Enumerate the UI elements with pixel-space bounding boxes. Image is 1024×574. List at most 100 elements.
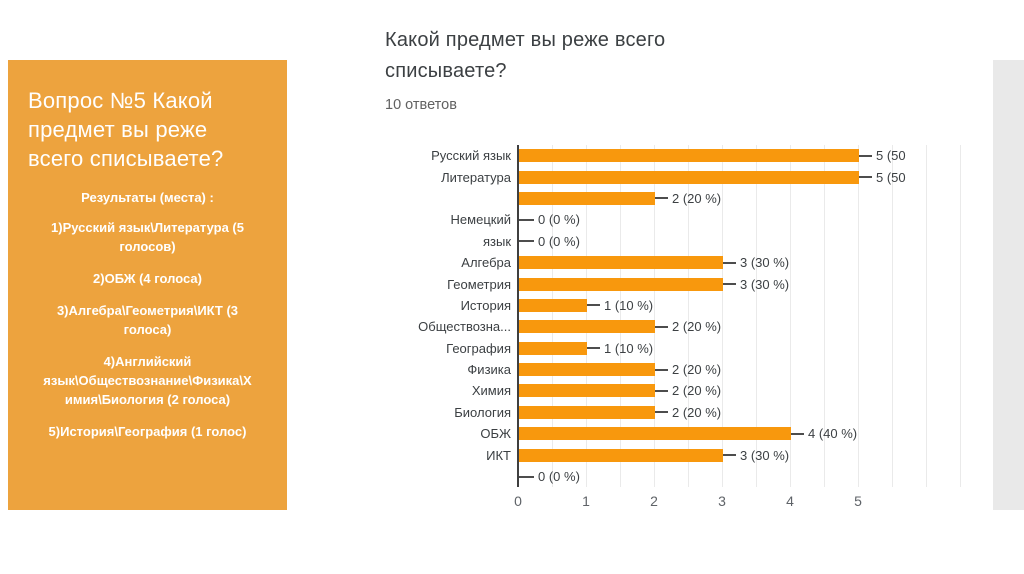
bar-cell: 1 (10 %)	[517, 337, 993, 359]
value-label: 2 (20 %)	[672, 190, 722, 206]
value-label: 0 (0 %)	[538, 233, 580, 249]
chart-row: Литература 5 (50	[340, 166, 993, 188]
value-connector	[723, 454, 736, 457]
value-connector	[655, 197, 668, 200]
chart-row: 0 (0 %)	[340, 465, 993, 488]
bar	[519, 405, 655, 419]
bar	[519, 170, 859, 184]
bar-cell: 5 (50	[517, 166, 993, 188]
value-connector	[655, 411, 668, 414]
bar	[519, 149, 859, 163]
bar-cell: 3 (30 %)	[517, 273, 993, 295]
bar-cell: 2 (20 %)	[517, 380, 993, 402]
results-list: 1)Русский язык\Литература (5 голосов) 2)ОБ…	[22, 218, 273, 441]
bar-cell: 3 (30 %)	[517, 444, 993, 466]
value-connector	[791, 432, 804, 435]
category-label: ОБЖ	[480, 426, 511, 442]
value-label: 4 (40 %)	[808, 426, 858, 442]
bar-cell: 0 (0 %)	[517, 209, 993, 231]
value-label: 2 (20 %)	[672, 362, 722, 378]
chart-row: Обществозна... 2 (20 %)	[340, 316, 993, 338]
bar	[519, 448, 723, 462]
bar-cell: 5 (50	[517, 145, 993, 167]
x-tick-label: 4	[786, 493, 794, 509]
panel-title: Вопрос №5 Какой предмет вы реже всего спис…	[8, 60, 287, 173]
value-label: 2 (20 %)	[672, 319, 722, 335]
category-label: ИКТ	[486, 447, 511, 463]
bar-cell: 3 (30 %)	[517, 251, 993, 274]
chart-row: 2 (20 %)	[340, 187, 993, 210]
value-connector	[723, 283, 736, 286]
chart-row: Русский язык 5 (50	[340, 145, 993, 167]
chart-row: ОБЖ 4 (40 %)	[340, 423, 993, 445]
category-label: Физика	[467, 362, 511, 378]
result-item: 1)Русский язык\Литература (5 голосов)	[51, 220, 244, 254]
value-connector	[655, 368, 668, 371]
bar	[519, 341, 587, 355]
chart-row: Биология 2 (20 %)	[340, 401, 993, 424]
panel-results: Результаты (места) : 1)Русский язык\Лите…	[8, 190, 287, 441]
category-label: язык	[482, 233, 511, 249]
chart-row: ИКТ 3 (30 %)	[340, 444, 993, 466]
value-connector	[519, 218, 534, 221]
chart-row: География 1 (10 %)	[340, 337, 993, 359]
category-label: Геометрия	[447, 276, 511, 292]
bar-cell: 0 (0 %)	[517, 465, 993, 488]
bar	[519, 256, 723, 270]
category-label: Химия	[471, 383, 511, 399]
category-label: Обществозна...	[418, 319, 511, 335]
x-tick-label: 2	[650, 493, 658, 509]
value-label: 0 (0 %)	[538, 212, 580, 228]
bar	[519, 191, 655, 205]
page-edge-strip	[993, 60, 1024, 510]
question-panel: Вопрос №5 Какой предмет вы реже всего спис…	[8, 60, 287, 510]
value-connector	[655, 325, 668, 328]
value-connector	[587, 304, 600, 307]
value-label: 3 (30 %)	[740, 255, 790, 271]
value-connector	[859, 176, 872, 179]
chart-row: Немецкий 0 (0 %)	[340, 209, 993, 231]
chart-row: Геометрия 3 (30 %)	[340, 273, 993, 295]
chart-rows: Русский язык 5 (50 Литература 5 (50 2 (20 %)…	[340, 145, 993, 488]
result-item: 4)Английский язык\Обществознание\Физика\Х…	[43, 354, 252, 407]
bar-cell: 0 (0 %)	[517, 230, 993, 252]
results-heading: Результаты (места) :	[81, 190, 214, 205]
category-label: Немецкий	[450, 212, 511, 228]
value-connector	[519, 240, 534, 243]
bar-cell: 2 (20 %)	[517, 401, 993, 424]
category-label: Алгебра	[461, 255, 511, 271]
value-label: 0 (0 %)	[538, 469, 580, 485]
value-connector	[655, 389, 668, 392]
form-chart: Какой предмет вы реже всего списываете? 1…	[340, 25, 993, 525]
value-label: 2 (20 %)	[672, 404, 722, 420]
chart-row: Химия 2 (20 %)	[340, 380, 993, 402]
chart-subtitle: 10 ответов	[385, 97, 457, 113]
value-connector	[859, 154, 872, 157]
chart-row: Физика 2 (20 %)	[340, 358, 993, 381]
value-label: 5 (50	[876, 169, 906, 185]
bar	[519, 363, 655, 377]
value-label: 3 (30 %)	[740, 276, 790, 292]
category-label: Литература	[441, 169, 511, 185]
bar-cell: 2 (20 %)	[517, 187, 993, 210]
value-label: 2 (20 %)	[672, 383, 722, 399]
bar-cell: 4 (40 %)	[517, 423, 993, 445]
value-connector	[587, 347, 600, 350]
bar	[519, 277, 723, 291]
x-tick-label: 1	[582, 493, 590, 509]
category-label: География	[446, 340, 511, 356]
result-item: 2)ОБЖ (4 голоса)	[93, 271, 202, 286]
chart-title: Какой предмет вы реже всего списываете?	[385, 25, 993, 87]
category-label: История	[460, 297, 511, 313]
bar	[519, 427, 791, 441]
bar-cell: 2 (20 %)	[517, 358, 993, 381]
value-label: 1 (10 %)	[604, 340, 654, 356]
x-tick-label: 5	[854, 493, 862, 509]
bar	[519, 384, 655, 398]
chart-title-line: Какой предмет вы реже всего	[385, 29, 666, 51]
chart-row: Алгебра 3 (30 %)	[340, 251, 993, 274]
x-tick-label: 0	[514, 493, 522, 509]
chart-row: История 1 (10 %)	[340, 294, 993, 317]
value-connector	[519, 475, 534, 478]
